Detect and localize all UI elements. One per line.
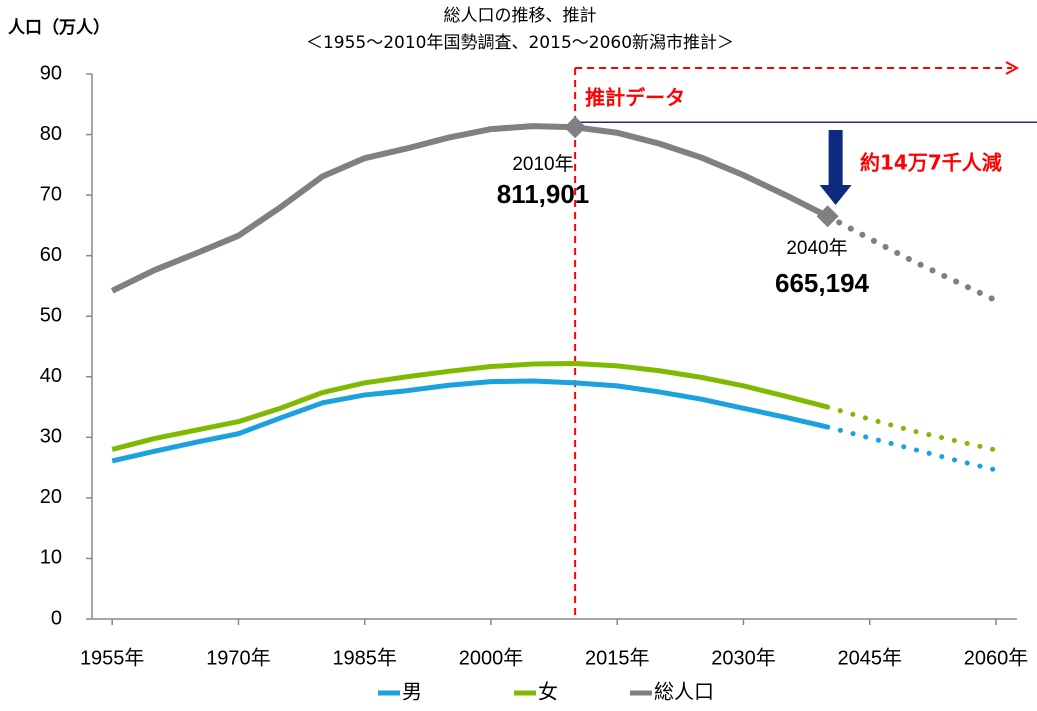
legend-label: 総人口 — [654, 680, 714, 704]
x-tick-label: 2060年 — [964, 646, 1029, 669]
chart-subtitle: ＜1955～2010年国勢調査、2015～2060新潟市推計＞ — [306, 33, 734, 53]
annotation-year: 2040年 — [786, 237, 847, 259]
y-tick-label: 60 — [40, 244, 62, 266]
highlight-marker — [816, 205, 839, 228]
projection-arrow-head — [1005, 61, 1020, 75]
x-tick-label: 2045年 — [837, 646, 902, 669]
annotation-value: 665,194 — [775, 268, 870, 298]
series-line — [111, 360, 829, 452]
x-tick-label: 2030年 — [711, 646, 776, 669]
legend-label: 女 — [538, 680, 558, 704]
decrease-arrow — [819, 130, 852, 205]
x-tick-label: 1955年 — [80, 646, 145, 669]
highlight-marker — [564, 116, 587, 139]
y-axis-label: 人口（万人） — [8, 17, 110, 38]
series-line-dotted — [824, 213, 999, 304]
series-line-dotted — [825, 424, 999, 473]
series-line-dotted — [825, 404, 999, 453]
y-tick-label: 30 — [40, 426, 62, 448]
projection-label: 推計データ — [585, 86, 685, 110]
x-tick-label: 2015年 — [585, 646, 650, 669]
y-tick-label: 20 — [40, 486, 62, 508]
y-tick-label: 80 — [40, 123, 62, 145]
y-tick-label: 10 — [40, 547, 62, 569]
x-tick-label: 2000年 — [459, 646, 524, 669]
y-tick-label: 50 — [40, 305, 62, 327]
y-tick-label: 40 — [40, 365, 62, 387]
series-line — [111, 378, 829, 464]
annotation-year: 2010年 — [512, 153, 573, 175]
y-tick-label: 90 — [40, 62, 62, 84]
y-tick-label: 70 — [40, 183, 62, 205]
y-tick-label: 0 — [51, 607, 62, 629]
x-tick-label: 1970年 — [206, 646, 271, 669]
chart-title: 総人口の推移、推計 — [444, 6, 597, 26]
x-tick-label: 1985年 — [332, 646, 397, 669]
annotation-value: 811,901 — [497, 179, 590, 209]
series-line — [110, 123, 829, 294]
legend-label: 男 — [402, 680, 422, 704]
annotation-decrease: 約14万7千人減 — [860, 151, 1002, 175]
